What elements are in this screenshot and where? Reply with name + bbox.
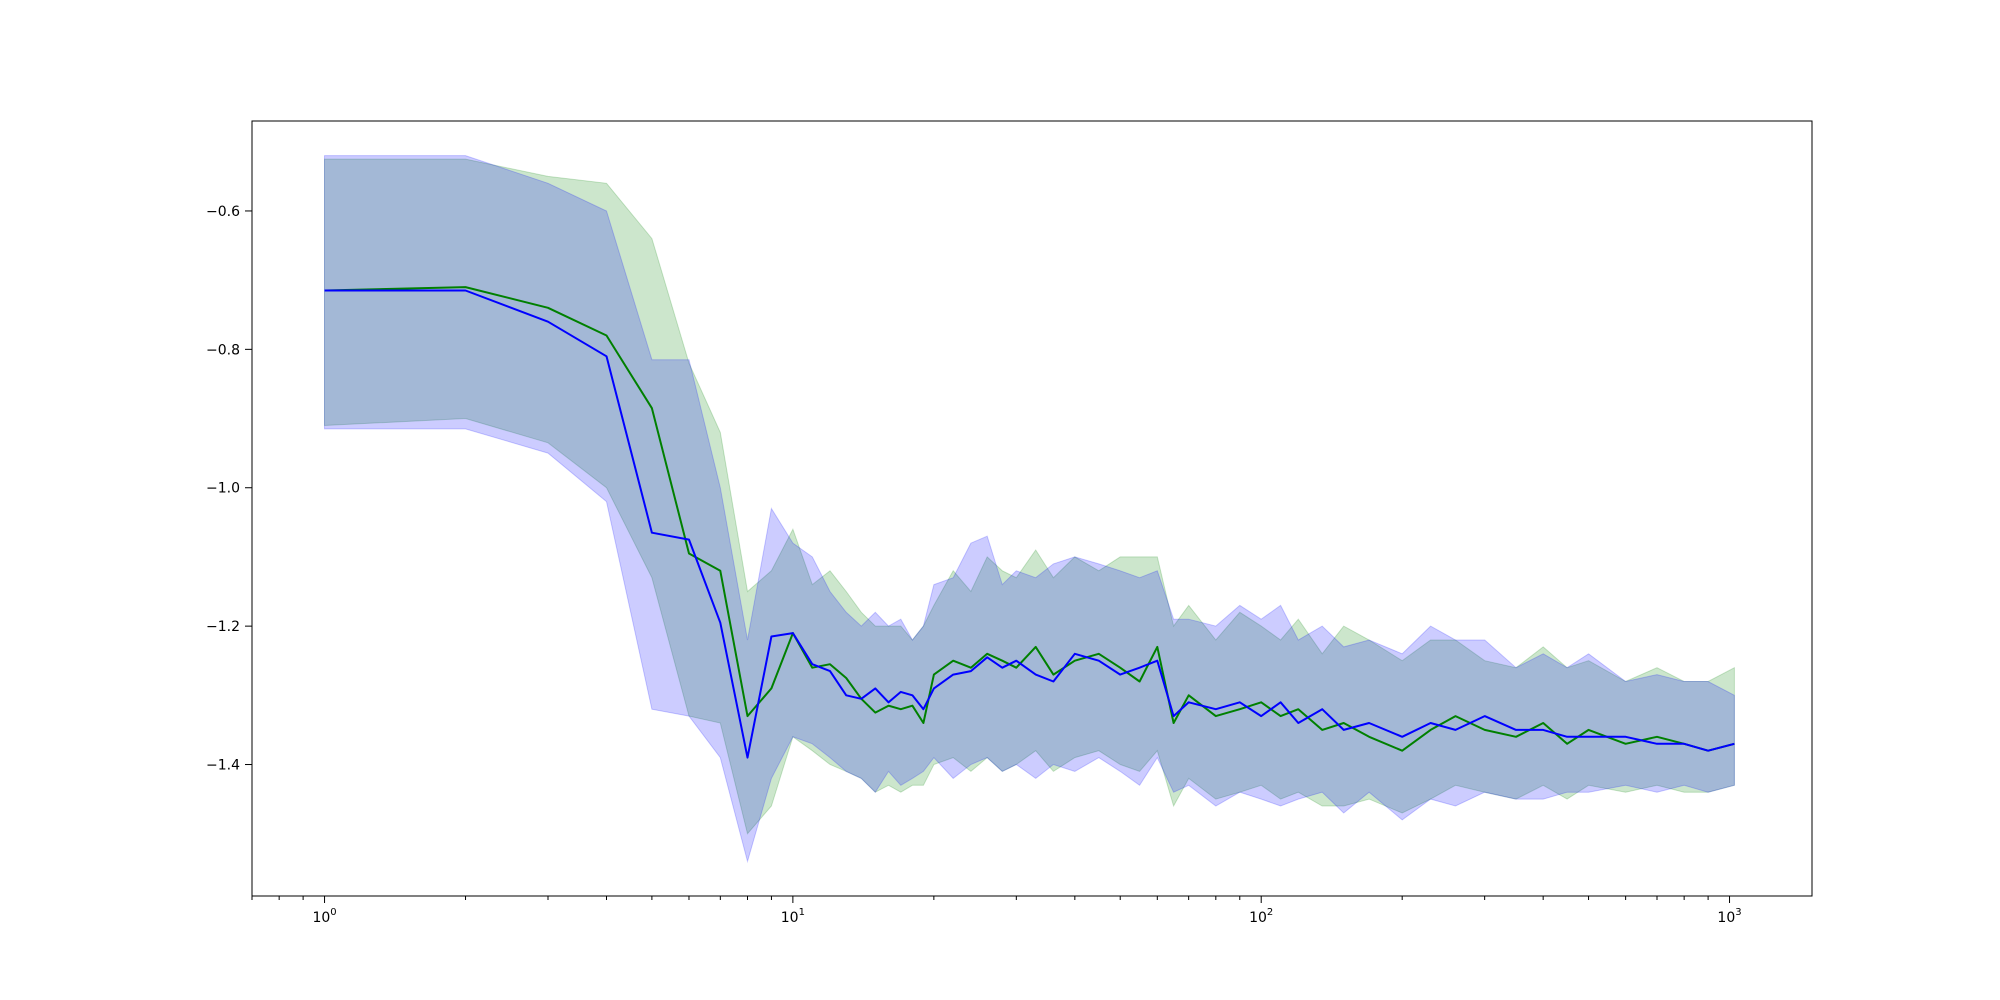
y-axis: −0.6 −0.8 −1.0 −1.2 −1.4: [206, 204, 252, 774]
x-tick-label: 101: [781, 907, 805, 926]
plot-frame: [251, 120, 1813, 897]
series-1-band: [324, 158, 1735, 835]
y-tick-label: −0.8: [206, 342, 240, 358]
x-tick-label: 100: [312, 907, 336, 926]
x-axis: 100 101 102 103: [251, 896, 1742, 926]
x-tick-label: 102: [1249, 907, 1273, 926]
x-tick-label: 103: [1717, 907, 1741, 926]
series-layer: [324, 155, 1735, 864]
y-tick-label: −1.2: [206, 619, 240, 635]
series-2-line: [324, 289, 1735, 759]
series-2-band: [324, 155, 1735, 864]
y-tick-label: −0.6: [206, 204, 240, 220]
y-tick-label: −1.0: [206, 481, 240, 497]
y-tick-label: −1.4: [206, 758, 240, 774]
